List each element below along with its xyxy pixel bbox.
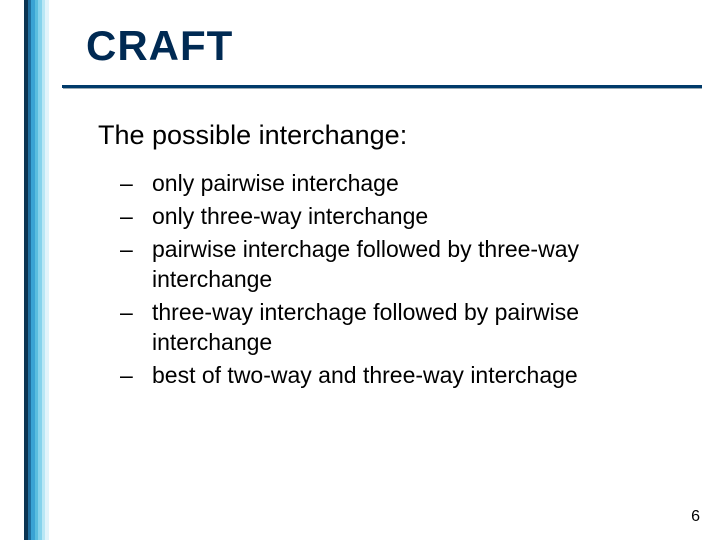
bullet-dash-icon: – (114, 168, 152, 198)
page-number: 6 (691, 508, 700, 526)
bullet-text: best of two-way and three-way interchage (152, 360, 578, 390)
list-item: – only three-way interchange (114, 201, 690, 231)
bullet-dash-icon: – (114, 201, 152, 231)
bullet-text: pairwise interchage followed by three-wa… (152, 234, 690, 294)
title-rule (62, 86, 702, 88)
list-item: – pairwise interchage followed by three-… (114, 234, 690, 294)
bullet-dash-icon: – (114, 297, 152, 327)
bullet-text: only three-way interchange (152, 201, 428, 231)
list-item: – best of two-way and three-way intercha… (114, 360, 690, 390)
title-rule-main (62, 85, 702, 88)
list-item: – only pairwise interchage (114, 168, 690, 198)
list-item: – three-way interchage followed by pairw… (114, 297, 690, 357)
slide-subtitle: The possible interchange: (98, 120, 407, 151)
bullet-list: – only pairwise interchage – only three-… (114, 168, 690, 393)
bullet-dash-icon: – (114, 234, 152, 264)
bullet-text: three-way interchage followed by pairwis… (152, 297, 690, 357)
bullet-dash-icon: – (114, 360, 152, 390)
slide-content: CRAFT The possible interchange: – only p… (62, 0, 720, 540)
sidebar-stripes (24, 0, 49, 540)
stripe (45, 0, 49, 540)
bullet-text: only pairwise interchage (152, 168, 399, 198)
slide-title: CRAFT (86, 22, 233, 70)
